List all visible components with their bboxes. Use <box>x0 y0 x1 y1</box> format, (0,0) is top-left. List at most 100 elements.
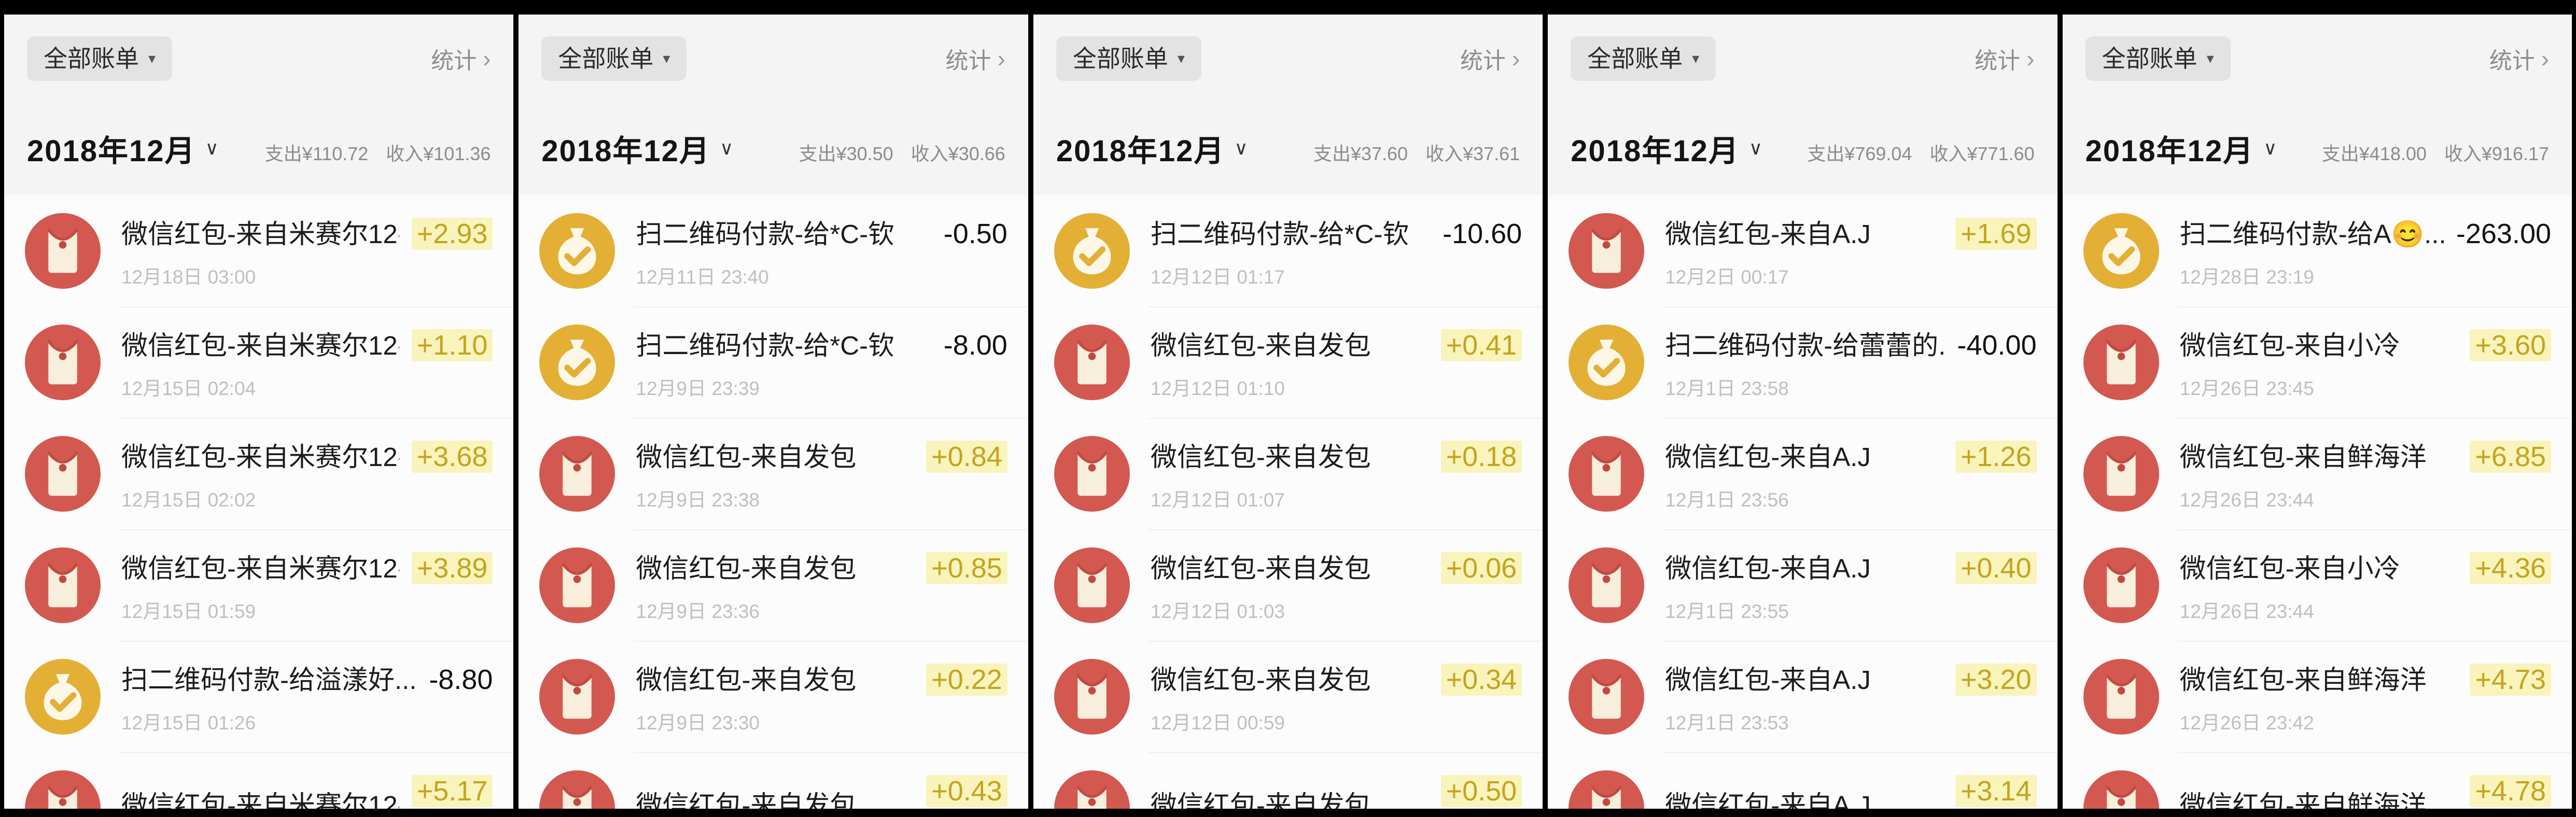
transaction-text: 扫二维码付款-给*C-钦 12月9日 23:39 <box>636 324 931 401</box>
transaction-row[interactable]: 微信红包-来自发包 +0.43 <box>519 752 1028 809</box>
transaction-row[interactable]: 微信红包-来自鲜海洋 12月26日 23:42 +4.73 <box>2063 641 2572 752</box>
transaction-title: 微信红包-来自米赛尔12-... <box>121 330 399 360</box>
transaction-row[interactable]: 扫二维码付款-给A😊... 12月28日 23:19 -263.00 <box>2063 195 2572 306</box>
transaction-row[interactable]: 微信红包-来自小冷 12月26日 23:44 +4.36 <box>2063 529 2572 641</box>
transaction-row[interactable]: 微信红包-来自发包 +0.50 <box>1033 752 1543 809</box>
chevron-right-icon: › <box>1511 45 1520 72</box>
statistics-link[interactable]: 统计 › <box>945 42 1005 75</box>
red-packet-icon <box>539 547 615 623</box>
amount: -8.80 <box>429 664 493 695</box>
transaction-date: 12月9日 23:39 <box>636 377 760 399</box>
transaction-title: 扫二维码付款-给A😊... <box>2179 219 2444 249</box>
amount: +3.20 <box>1955 664 2037 696</box>
account-filter-dropdown[interactable]: 全部账单 ▾ <box>541 36 687 81</box>
transaction-row[interactable]: 微信红包-来自米赛尔12-... +5.17 <box>4 752 514 809</box>
transaction-row[interactable]: 微信红包-来自鲜海洋 12月26日 23:44 +6.85 <box>2063 418 2572 529</box>
transaction-date: 12月9日 23:36 <box>636 600 760 622</box>
statistics-link[interactable]: 统计 › <box>431 42 491 75</box>
transaction-row[interactable]: 扫二维码付款-给*C-钦 12月9日 23:39 -8.00 <box>519 306 1028 418</box>
red-packet-icon <box>1569 547 1645 623</box>
expense-total: 支出¥769.04 <box>1807 143 1912 164</box>
income-total: 收入¥771.60 <box>1929 143 2035 164</box>
transaction-row[interactable]: 扫二维码付款-给溢漾好... 12月15日 01:26 -8.80 <box>4 641 514 752</box>
transaction-row[interactable]: 微信红包-来自A.J 12月1日 23:53 +3.20 <box>1548 641 2057 752</box>
transaction-row[interactable]: 微信红包-来自发包 12月9日 23:30 +0.22 <box>519 641 1028 752</box>
transaction-row[interactable]: 微信红包-来自A.J 12月1日 23:56 +1.26 <box>1548 418 2057 529</box>
transaction-title: 微信红包-来自发包 <box>1150 665 1371 695</box>
amount: +0.34 <box>1440 664 1522 696</box>
transaction-row[interactable]: 微信红包-来自发包 12月12日 00:59 +0.34 <box>1033 641 1543 752</box>
statistics-link[interactable]: 统计 › <box>2489 42 2549 75</box>
transaction-row[interactable]: 微信红包-来自发包 12月9日 23:36 +0.85 <box>519 529 1028 641</box>
transaction-date: 12月18日 03:00 <box>121 266 256 288</box>
transaction-row[interactable]: 微信红包-来自A.J +3.14 <box>1548 752 2057 809</box>
transaction-row[interactable]: 微信红包-来自米赛尔12-... 12月15日 02:02 +3.68 <box>4 418 514 529</box>
red-packet-icon <box>25 213 101 289</box>
account-filter-dropdown[interactable]: 全部账单 ▾ <box>2085 36 2231 81</box>
transaction-row[interactable]: 微信红包-来自小冷 12月26日 23:45 +3.60 <box>2063 306 2572 418</box>
amount: +0.85 <box>926 552 1007 584</box>
amount: +1.10 <box>411 329 493 361</box>
statistics-link[interactable]: 统计 › <box>1975 42 2034 75</box>
red-packet-icon <box>25 435 101 512</box>
transaction-text: 微信红包-来自米赛尔12-... 12月18日 03:00 <box>121 213 399 289</box>
transaction-text: 扫二维码付款-给溢漾好... 12月15日 01:26 <box>121 658 416 735</box>
income-total: 收入¥916.17 <box>2444 143 2550 164</box>
panel-header: 全部账单 ▾ 统计 › <box>1548 15 2057 81</box>
statistics-link[interactable]: 统计 › <box>1460 42 1520 75</box>
transaction-date: 12月1日 23:55 <box>1665 600 1789 622</box>
month-label: 2018年12月 <box>1571 134 1740 168</box>
transaction-row[interactable]: 微信红包-来自鲜海洋 +4.78 <box>2063 752 2572 809</box>
transaction-row[interactable]: 扫二维码付款-给*C-钦 12月12日 01:17 -10.60 <box>1033 195 1543 306</box>
transaction-date: 12月26日 23:44 <box>2179 489 2314 511</box>
transaction-row[interactable]: 微信红包-来自发包 12月9日 23:38 +0.84 <box>519 418 1028 529</box>
transaction-text: 微信红包-来自发包 12月9日 23:38 <box>636 435 914 512</box>
transaction-row[interactable]: 微信红包-来自发包 12月12日 01:07 +0.18 <box>1033 418 1543 529</box>
transaction-title: 微信红包-来自小冷 <box>2179 330 2400 360</box>
transaction-text: 微信红包-来自发包 12月12日 01:07 <box>1151 435 1429 512</box>
month-selector[interactable]: 2018年12月 ∨ <box>27 126 220 170</box>
month-selector[interactable]: 2018年12月 ∨ <box>541 126 734 170</box>
transaction-list: 微信红包-来自A.J 12月2日 00:17 +1.69 扫二维码付款-给蕾蕾的… <box>1548 195 2057 809</box>
amount: +0.43 <box>926 775 1007 807</box>
expense-total: 支出¥418.00 <box>2321 143 2427 164</box>
month-selector[interactable]: 2018年12月 ∨ <box>1571 126 1763 170</box>
account-filter-dropdown[interactable]: 全部账单 ▾ <box>1056 36 1201 81</box>
transaction-row[interactable]: 扫二维码付款-给蕾蕾的... 12月1日 23:58 -40.00 <box>1548 306 2057 418</box>
transaction-list: 扫二维码付款-给A😊... 12月28日 23:19 -263.00 微信红包-… <box>2062 195 2572 809</box>
month-totals: 支出¥418.00 收入¥916.17 <box>2322 139 2549 170</box>
transaction-row[interactable]: 微信红包-来自A.J 12月1日 23:55 +0.40 <box>1548 529 2057 641</box>
amount: +0.40 <box>1955 552 2037 584</box>
transaction-date: 12月12日 00:59 <box>1150 712 1285 734</box>
month-totals: 支出¥769.04 收入¥771.60 <box>1807 139 2034 170</box>
red-packet-icon <box>25 324 101 400</box>
month-selector[interactable]: 2018年12月 ∨ <box>1056 126 1249 170</box>
transaction-row[interactable]: 微信红包-来自米赛尔12-... 12月18日 03:00 +2.93 <box>4 195 513 306</box>
money-bag-icon <box>1569 324 1645 400</box>
amount: +2.93 <box>411 218 493 250</box>
account-filter-dropdown[interactable]: 全部账单 ▾ <box>1571 36 1716 81</box>
bill-panel: 全部账单 ▾ 统计 › 2018年12月 ∨ 支出¥110.72 收入¥101.… <box>4 15 514 809</box>
transaction-row[interactable]: 微信红包-来自A.J 12月2日 00:17 +1.69 <box>1548 195 2057 306</box>
transaction-text: 扫二维码付款-给*C-钦 12月12日 01:17 <box>1151 213 1430 289</box>
month-selector[interactable]: 2018年12月 ∨ <box>2085 126 2278 170</box>
red-packet-icon <box>539 435 615 512</box>
red-packet-icon <box>1569 435 1645 512</box>
red-packet-icon <box>2083 547 2159 623</box>
month-summary-row: 2018年12月 ∨ 支出¥769.04 收入¥771.60 <box>1548 81 2057 195</box>
red-packet-icon <box>1569 658 1645 735</box>
transaction-date: 12月12日 01:07 <box>1150 489 1285 511</box>
account-filter-dropdown[interactable]: 全部账单 ▾ <box>27 36 173 81</box>
transaction-row[interactable]: 微信红包-来自发包 12月12日 01:10 +0.41 <box>1033 306 1543 418</box>
transaction-date: 12月12日 01:03 <box>1150 600 1285 622</box>
month-label: 2018年12月 <box>27 134 196 168</box>
transaction-row[interactable]: 微信红包-来自米赛尔12-... 12月15日 01:59 +3.89 <box>4 529 514 641</box>
month-label: 2018年12月 <box>1056 134 1225 168</box>
transaction-row[interactable]: 扫二维码付款-给*C-钦 12月11日 23:40 -0.50 <box>519 195 1028 306</box>
transaction-row[interactable]: 微信红包-来自米赛尔12-... 12月15日 02:04 +1.10 <box>4 306 514 418</box>
income-total: 收入¥30.66 <box>911 143 1005 164</box>
transaction-text: 微信红包-来自A.J <box>1665 784 1943 809</box>
transaction-date: 12月26日 23:42 <box>2179 712 2314 734</box>
money-bag-icon <box>2083 213 2159 289</box>
transaction-row[interactable]: 微信红包-来自发包 12月12日 01:03 +0.06 <box>1033 529 1543 641</box>
